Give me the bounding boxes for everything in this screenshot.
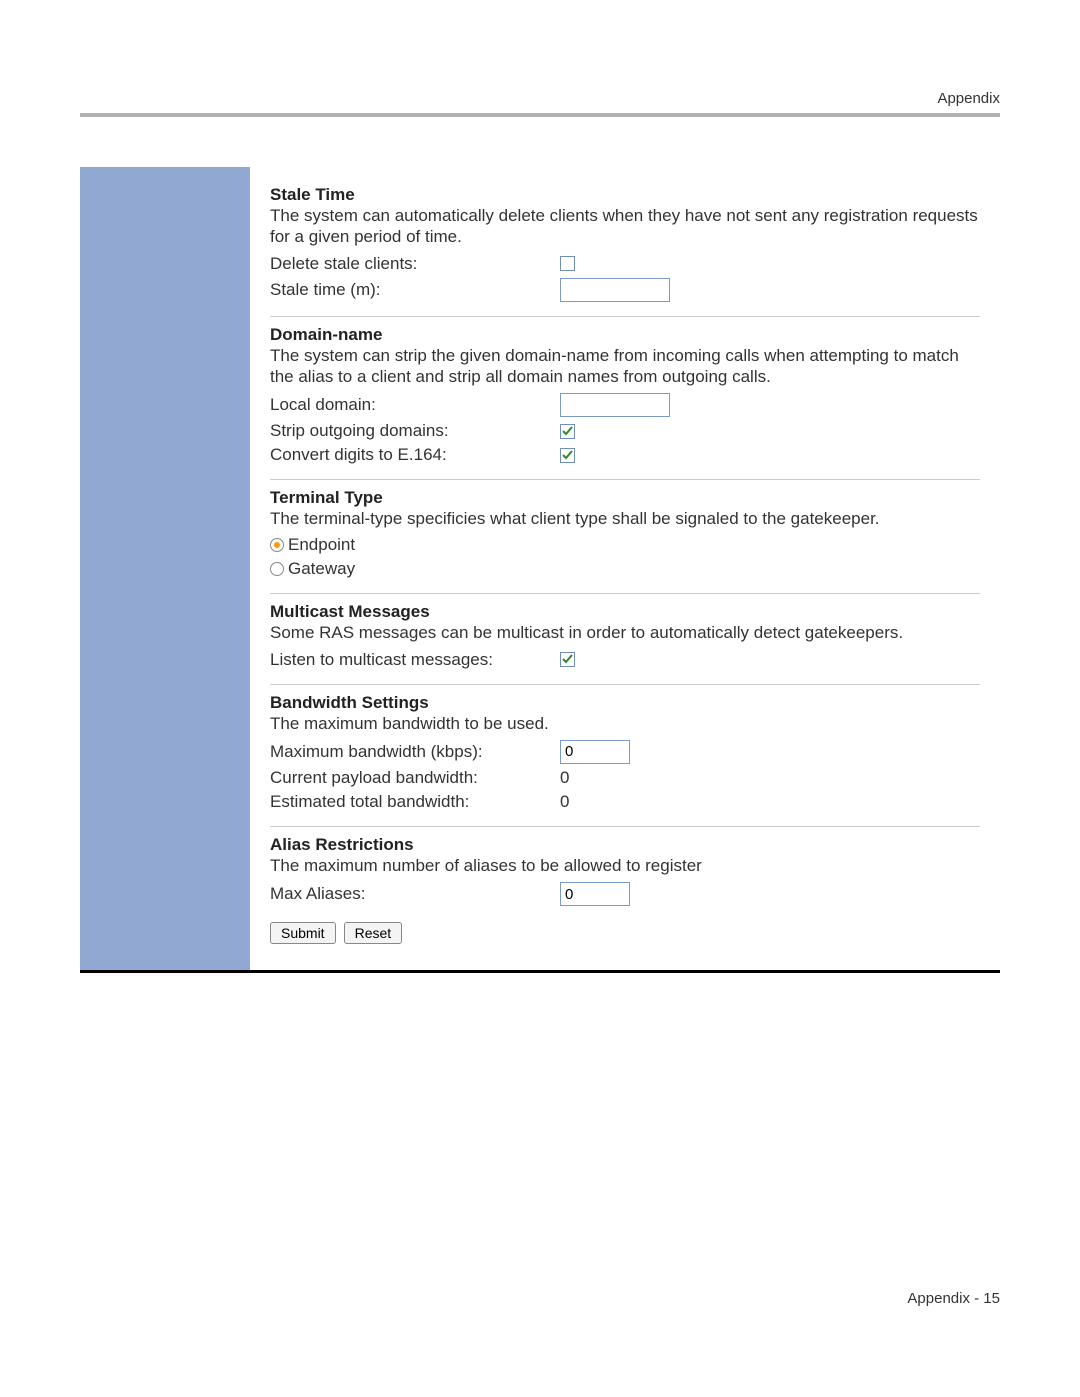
row-label: Listen to multicast messages: [270,650,560,670]
section-desc: The system can strip the given domain-na… [270,345,980,388]
header-rule [80,113,1000,117]
delete-stale-checkbox[interactable] [560,256,575,271]
section-domain-name: Domain-name The system can strip the giv… [270,316,980,480]
row-label: Strip outgoing domains: [270,421,560,441]
row-label: Stale time (m): [270,280,560,300]
row-label: Convert digits to E.164: [270,445,560,465]
row-convert-e164: Convert digits to E.164: [270,443,980,467]
row-estimated-bandwidth: Estimated total bandwidth: 0 [270,790,980,814]
section-title: Stale Time [270,185,980,205]
row-delete-stale: Delete stale clients: [270,252,980,276]
row-local-domain: Local domain: [270,391,980,419]
section-desc: The system can automatically delete clie… [270,205,980,248]
max-bandwidth-input[interactable] [560,740,630,764]
section-desc: The maximum bandwidth to be used. [270,713,980,734]
section-bandwidth: Bandwidth Settings The maximum bandwidth… [270,684,980,826]
submit-button[interactable]: Submit [270,922,336,944]
row-label: Estimated total bandwidth: [270,792,560,812]
footer-label: Appendix - 15 [907,1290,1000,1307]
section-desc: The maximum number of aliases to be allo… [270,855,980,876]
row-label: Delete stale clients: [270,254,560,274]
section-stale-time: Stale Time The system can automatically … [270,177,980,316]
checkmark-icon [562,426,573,437]
radio-dot-icon [274,542,280,548]
section-title: Alias Restrictions [270,835,980,855]
section-terminal-type: Terminal Type The terminal-type specific… [270,479,980,593]
section-title: Domain-name [270,325,980,345]
listen-multicast-checkbox[interactable] [560,652,575,667]
section-title: Multicast Messages [270,602,980,622]
sidebar [80,167,250,970]
section-multicast: Multicast Messages Some RAS messages can… [270,593,980,683]
radio-label: Gateway [288,559,355,579]
convert-e164-checkbox[interactable] [560,448,575,463]
reset-button[interactable]: Reset [344,922,403,944]
checkmark-icon [562,654,573,665]
row-label: Maximum bandwidth (kbps): [270,742,560,762]
row-label: Max Aliases: [270,884,560,904]
local-domain-input[interactable] [560,393,670,417]
row-label: Local domain: [270,395,560,415]
estimated-bandwidth-value: 0 [560,792,569,812]
header-label: Appendix [80,90,1000,107]
main-panel: Stale Time The system can automatically … [250,167,1000,970]
stale-time-input[interactable] [560,278,670,302]
button-row: Submit Reset [270,908,980,944]
radio-endpoint[interactable]: Endpoint [270,533,980,557]
row-listen-multicast: Listen to multicast messages: [270,648,980,672]
page: Appendix Stale Time The system can autom… [0,0,1080,1397]
row-label: Current payload bandwidth: [270,768,560,788]
section-title: Terminal Type [270,488,980,508]
strip-outgoing-checkbox[interactable] [560,424,575,439]
content-box: Stale Time The system can automatically … [80,167,1000,973]
radio-icon [270,538,284,552]
radio-icon [270,562,284,576]
section-title: Bandwidth Settings [270,693,980,713]
radio-gateway[interactable]: Gateway [270,557,980,581]
max-aliases-input[interactable] [560,882,630,906]
row-strip-outgoing: Strip outgoing domains: [270,419,980,443]
section-desc: The terminal-type specificies what clien… [270,508,980,529]
checkmark-icon [562,450,573,461]
row-stale-time: Stale time (m): [270,276,980,304]
row-max-bandwidth: Maximum bandwidth (kbps): [270,738,980,766]
section-desc: Some RAS messages can be multicast in or… [270,622,980,643]
current-bandwidth-value: 0 [560,768,569,788]
row-max-aliases: Max Aliases: [270,880,980,908]
section-alias: Alias Restrictions The maximum number of… [270,826,980,956]
row-current-bandwidth: Current payload bandwidth: 0 [270,766,980,790]
radio-label: Endpoint [288,535,355,555]
